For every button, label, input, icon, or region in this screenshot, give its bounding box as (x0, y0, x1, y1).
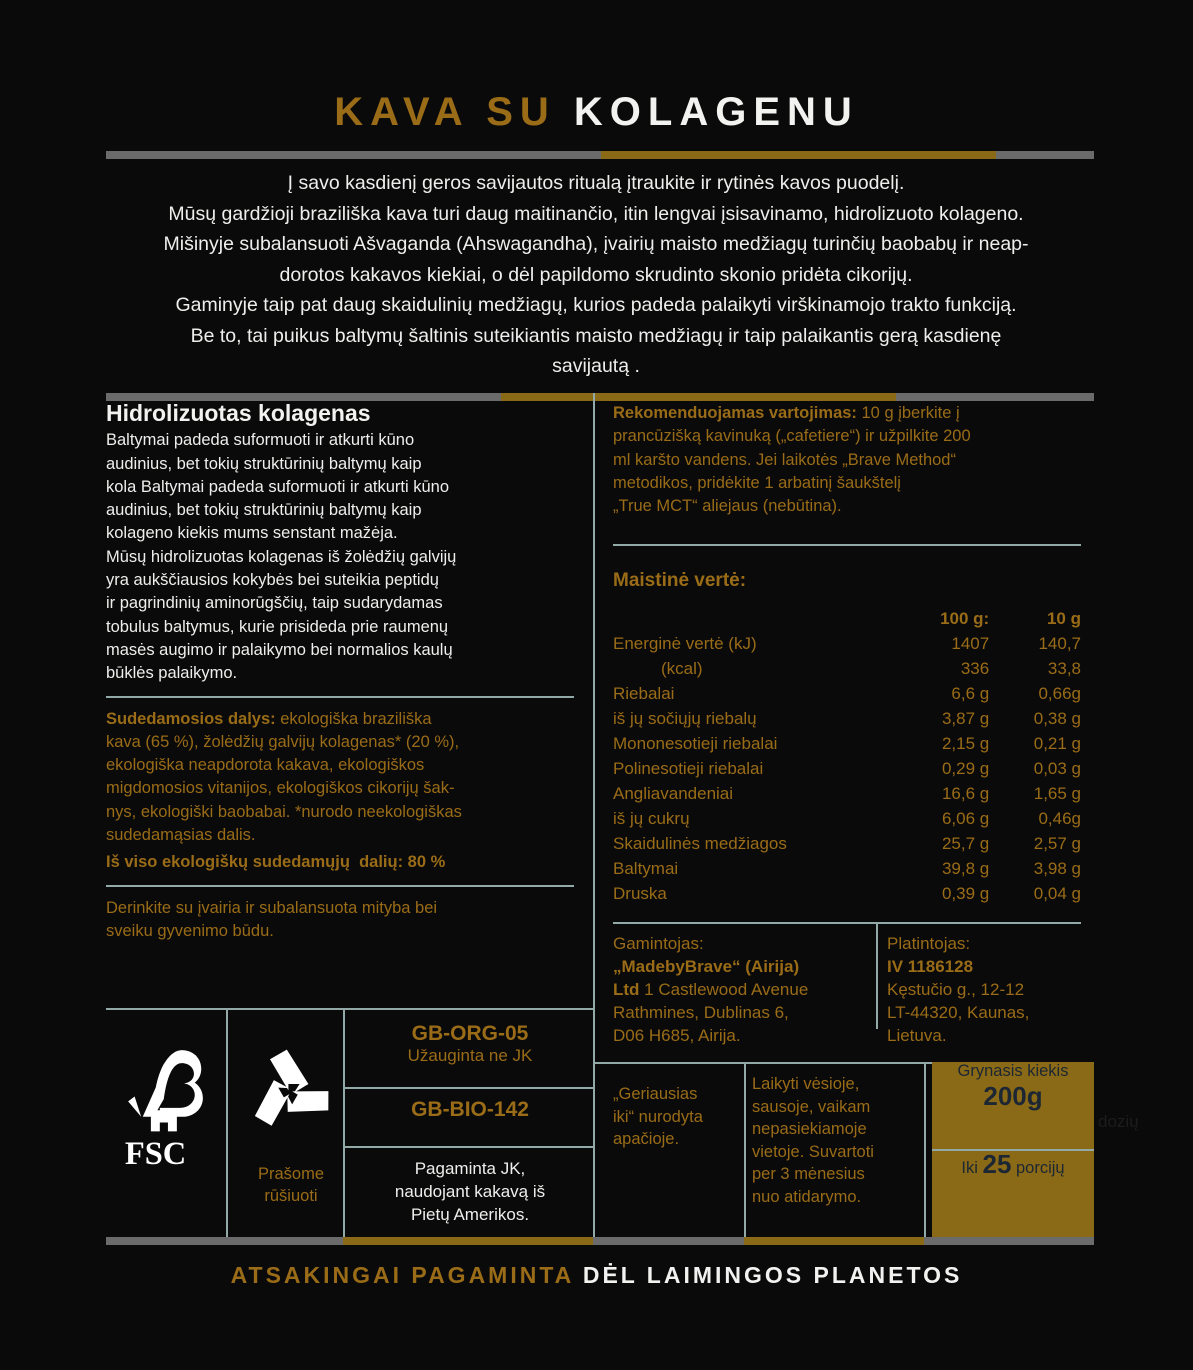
svg-text:FSC: FSC (125, 1136, 186, 1172)
